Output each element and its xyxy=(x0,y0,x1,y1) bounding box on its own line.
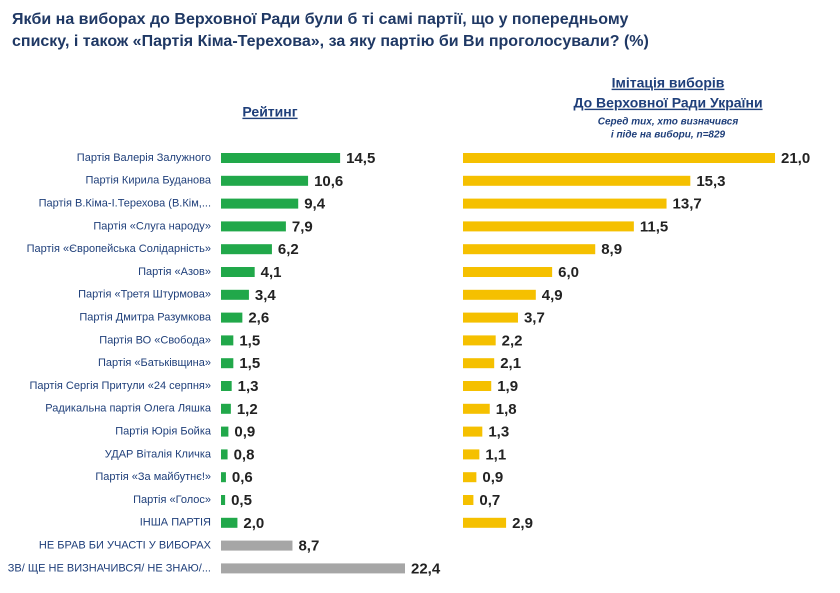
bar xyxy=(221,267,255,277)
value-label: 1,5 xyxy=(239,355,260,372)
bar xyxy=(221,312,243,323)
category-label: Партія «Батьківщина» xyxy=(98,357,211,369)
value-label: 4,9 xyxy=(542,287,563,304)
bar xyxy=(221,517,238,528)
category-label: Партія «Третя Штурмова» xyxy=(78,289,211,301)
category-label: Партія Дмитра Разумкова xyxy=(79,312,211,324)
value-label: 14,5 xyxy=(346,150,375,167)
bar xyxy=(221,449,228,460)
value-label: 13,7 xyxy=(673,196,702,213)
category-label: Партія В.Кіма-І.Терехова (В.Кім,... xyxy=(39,198,211,210)
panel-subtitle: і піде на вибори, n=829 xyxy=(611,129,726,141)
bar xyxy=(463,381,492,391)
bar xyxy=(463,221,634,232)
bar xyxy=(221,358,234,369)
bar xyxy=(221,426,229,437)
value-label: 2,1 xyxy=(500,355,521,372)
bar xyxy=(221,495,226,505)
value-label: 3,4 xyxy=(255,287,277,304)
bar xyxy=(463,289,536,300)
bar xyxy=(221,244,272,255)
value-label: 2,2 xyxy=(502,332,523,349)
bar xyxy=(221,221,286,232)
value-label: 0,8 xyxy=(234,446,255,463)
bar xyxy=(221,335,234,346)
value-label: 2,9 xyxy=(512,515,533,532)
value-label: 3,7 xyxy=(524,310,545,327)
value-label: 1,1 xyxy=(485,446,506,463)
chart-title: списку, і також «Партія Кіма-Терехова», … xyxy=(12,33,649,50)
bar xyxy=(463,403,490,414)
bar xyxy=(463,449,480,460)
category-label: Партія Валерія Залужного xyxy=(77,152,211,164)
category-label: НЕ БРАВ БИ УЧАСТІ У ВИБОРАХ xyxy=(39,540,212,552)
bar xyxy=(221,472,226,483)
bar xyxy=(221,198,299,209)
value-label: 2,6 xyxy=(248,310,269,327)
category-label: Партія «За майбутнє!» xyxy=(95,471,211,483)
value-label: 1,3 xyxy=(238,378,259,395)
value-label: 15,3 xyxy=(696,173,725,190)
panel-subtitle: Серед тих, хто визначився xyxy=(598,117,739,128)
value-label: 0,5 xyxy=(231,492,252,509)
value-label: 6,2 xyxy=(278,241,299,258)
bar xyxy=(221,153,341,163)
value-label: 0,9 xyxy=(234,424,255,441)
value-label: 11,5 xyxy=(640,218,668,235)
category-label: Радикальна партія Олега Ляшка xyxy=(45,403,212,415)
bar xyxy=(463,153,775,163)
bar xyxy=(463,358,495,369)
category-label: УДАР Віталія Кличка xyxy=(105,448,212,460)
category-label: Партія Юрія Бойка xyxy=(115,426,212,438)
bar xyxy=(463,267,553,277)
bar xyxy=(463,198,667,209)
value-label: 8,9 xyxy=(601,241,622,258)
bar xyxy=(221,403,231,414)
bar xyxy=(463,426,483,437)
bar xyxy=(463,517,507,528)
category-label: Партія «Азов» xyxy=(138,266,211,278)
value-label: 9,4 xyxy=(304,196,326,213)
value-label: 7,9 xyxy=(292,218,313,235)
category-label: Партія Сергія Притули «24 серпня» xyxy=(30,380,212,392)
value-label: 0,9 xyxy=(482,469,503,486)
category-label: Партія «Голос» xyxy=(133,494,211,506)
category-label: Партія «Європейська Солідарність» xyxy=(27,243,211,255)
value-label: 1,3 xyxy=(488,424,509,441)
value-label: 10,6 xyxy=(314,173,343,190)
bar xyxy=(221,175,309,186)
category-label: ІНША ПАРТІЯ xyxy=(140,517,211,529)
value-label: 1,8 xyxy=(496,401,517,418)
category-label: Партія ВО «Свобода» xyxy=(99,334,211,346)
chart-title: Якби на виборах до Верховної Ради були б… xyxy=(12,11,628,28)
value-label: 1,5 xyxy=(239,332,260,349)
bar xyxy=(221,381,232,391)
value-label: 6,0 xyxy=(558,264,579,281)
value-label: 2,0 xyxy=(243,515,264,532)
panel-title: Імітація виборів xyxy=(612,75,725,91)
bar xyxy=(463,244,596,255)
value-label: 21,0 xyxy=(781,150,810,167)
bar xyxy=(221,563,405,574)
panel-title: До Верховної Ради України xyxy=(573,95,762,111)
bar xyxy=(221,289,249,300)
value-label: 22,4 xyxy=(411,560,441,577)
panel-title: Рейтинг xyxy=(242,104,297,120)
value-label: 1,9 xyxy=(497,378,518,395)
bar xyxy=(463,495,474,505)
value-label: 1,2 xyxy=(237,401,258,418)
value-label: 0,7 xyxy=(479,492,500,509)
bar xyxy=(463,312,518,323)
bar xyxy=(463,175,691,186)
bar xyxy=(463,472,477,483)
bar xyxy=(463,335,496,346)
category-label: ЗВ/ ЩЕ НЕ ВИЗНАЧИВСЯ/ НЕ ЗНАЮ/... xyxy=(8,562,211,574)
value-label: 4,1 xyxy=(261,264,282,281)
value-label: 0,6 xyxy=(232,469,253,486)
value-label: 8,7 xyxy=(298,538,319,555)
bar xyxy=(221,540,293,551)
category-label: Партія Кирила Буданова xyxy=(86,175,212,187)
category-label: Партія «Слуга народу» xyxy=(93,220,211,232)
